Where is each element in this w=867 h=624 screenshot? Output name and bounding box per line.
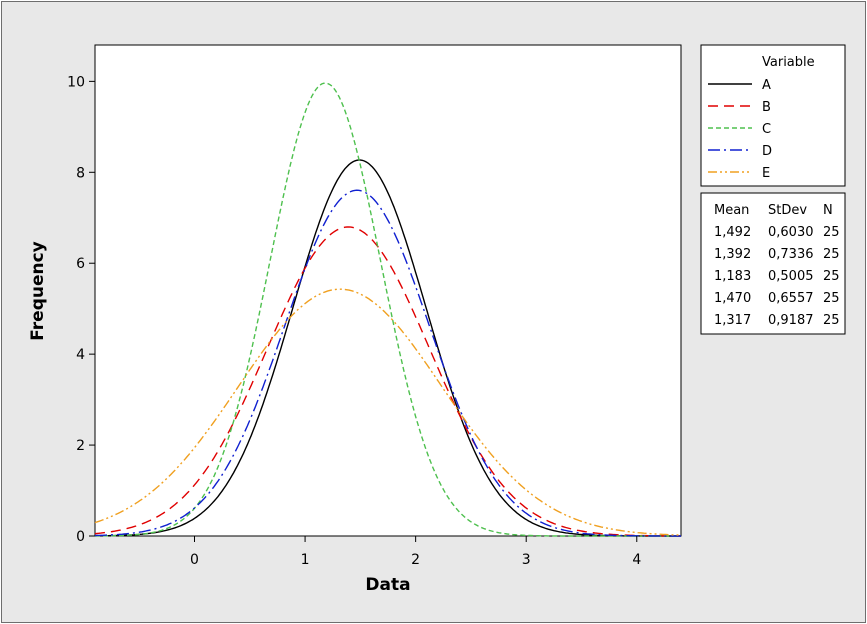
stats-header-stdev: StDev bbox=[768, 203, 807, 218]
stats-box bbox=[700, 192, 846, 335]
legend-box bbox=[700, 44, 846, 187]
stats-stdev-a: 0,6030 bbox=[768, 225, 814, 240]
stats-n-b: 25 bbox=[823, 247, 840, 262]
legend-label-c: C bbox=[762, 122, 771, 137]
y-tick-label: 2 bbox=[76, 438, 85, 454]
series-a-curve bbox=[94, 159, 681, 537]
x-axis-ticks: 0 1 2 3 4 bbox=[190, 536, 641, 568]
series-e-curve bbox=[94, 288, 681, 536]
stats-n-a: 25 bbox=[823, 225, 840, 240]
stats-stdev-e: 0,9187 bbox=[768, 313, 814, 328]
y-axis-title: Frequency bbox=[28, 241, 48, 341]
y-tick-label: 8 bbox=[76, 165, 85, 181]
curves-layer bbox=[94, 82, 681, 537]
x-axis-title: Data bbox=[365, 575, 410, 595]
stats-n-e: 25 bbox=[823, 313, 840, 328]
stats-mean-a: 1,492 bbox=[714, 225, 751, 240]
y-axis-ticks: 0 2 4 6 8 10 bbox=[67, 74, 95, 545]
x-tick-label: 4 bbox=[632, 552, 641, 568]
stats-rows: 1,492 0,6030 25 1,392 0,7336 25 1,183 0,5005 25 1… bbox=[714, 225, 840, 328]
stats-mean-b: 1,392 bbox=[714, 247, 751, 262]
legend-label-e: E bbox=[762, 166, 770, 181]
stats-n-d: 25 bbox=[823, 291, 840, 306]
legend-title: Variable bbox=[762, 55, 815, 70]
legend-label-d: D bbox=[762, 144, 772, 159]
y-tick-label: 4 bbox=[76, 347, 85, 363]
stats-n-c: 25 bbox=[823, 269, 840, 284]
legend-label-b: B bbox=[762, 100, 771, 115]
stats-mean-e: 1,317 bbox=[714, 313, 751, 328]
stats-stdev-c: 0,5005 bbox=[768, 269, 814, 284]
series-d-curve bbox=[94, 189, 681, 537]
plot-area bbox=[94, 44, 682, 537]
x-tick-label: 3 bbox=[522, 552, 531, 568]
x-tick-label: 0 bbox=[190, 552, 199, 568]
legend-label-a: A bbox=[762, 78, 771, 93]
x-tick-label: 1 bbox=[301, 552, 310, 568]
series-b-curve bbox=[94, 226, 681, 537]
series-c-curve bbox=[95, 82, 681, 537]
stats-header-n: N bbox=[823, 203, 833, 218]
stats-mean-c: 1,183 bbox=[714, 269, 751, 284]
y-tick-label: 10 bbox=[67, 74, 85, 90]
y-tick-label: 6 bbox=[76, 256, 85, 272]
y-tick-label: 0 bbox=[76, 529, 85, 545]
stats-stdev-b: 0,7336 bbox=[768, 247, 814, 262]
x-tick-label: 2 bbox=[411, 552, 420, 568]
stats-mean-d: 1,470 bbox=[714, 291, 751, 306]
stats-stdev-d: 0,6557 bbox=[768, 291, 814, 306]
stats-header-mean: Mean bbox=[714, 203, 749, 218]
